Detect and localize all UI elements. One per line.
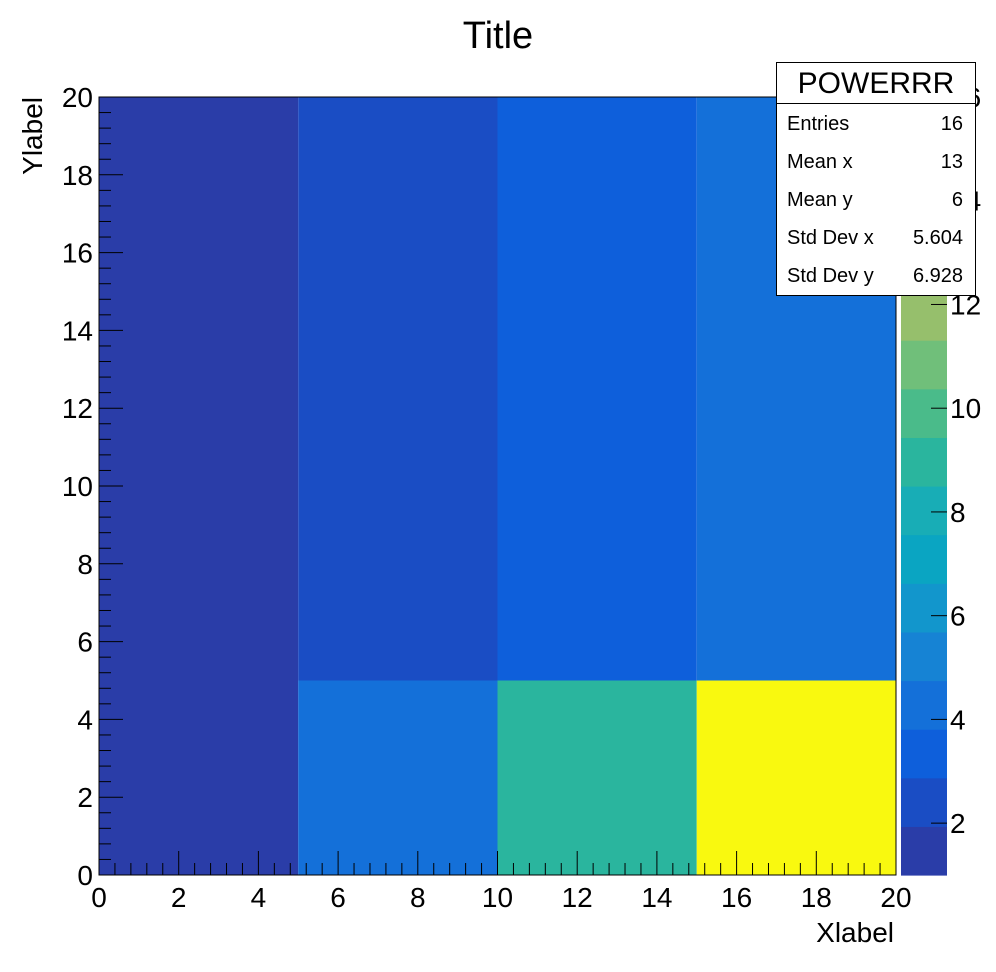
stats-value: 6.928 [912, 265, 963, 287]
color-scale-label: 4 [950, 704, 966, 735]
y-tick-label: 0 [77, 860, 93, 891]
y-axis-label: Ylabel [17, 97, 48, 175]
color-scale-band [901, 534, 947, 584]
stats-row-entries: Entries 16 [777, 104, 975, 142]
heatmap-cell [497, 97, 697, 681]
x-axis: 0 2 4 6 8 10 12 14 16 18 20 [91, 851, 912, 913]
x-tick-label: 20 [880, 882, 911, 913]
heatmap-cells [99, 97, 896, 875]
stats-value: 5.604 [912, 227, 963, 249]
color-scale-band [901, 826, 947, 876]
stats-value: 13 [940, 151, 963, 173]
stats-label: Std Dev x [787, 227, 874, 249]
stats-row-mean-x: Mean x 13 [777, 142, 975, 180]
color-scale-band [901, 291, 947, 341]
color-scale-label: 6 [950, 601, 966, 632]
y-tick-label: 6 [77, 627, 93, 658]
x-tick-label: 12 [562, 882, 593, 913]
y-tick-label: 14 [62, 315, 93, 346]
y-tick-label: 10 [62, 471, 93, 502]
color-scale-band [901, 437, 947, 487]
y-tick-label: 12 [62, 393, 93, 424]
color-scale-label: 2 [950, 808, 966, 839]
x-tick-label: 18 [801, 882, 832, 913]
stats-value: 16 [940, 113, 963, 135]
x-axis-label: Xlabel [816, 917, 894, 948]
color-scale-band [901, 583, 947, 633]
y-tick-label: 4 [77, 704, 93, 735]
color-scale-band [901, 631, 947, 682]
color-scale-band [901, 388, 947, 438]
x-tick-label: 4 [251, 882, 267, 913]
chart-title: Title [463, 15, 533, 57]
color-scale-band [901, 486, 947, 536]
heatmap-cell [298, 680, 498, 875]
stats-row-mean-y: Mean y 6 [777, 180, 975, 218]
y-tick-label: 18 [62, 160, 93, 191]
color-scale-band [901, 680, 947, 730]
y-tick-label: 8 [77, 549, 93, 580]
stats-label: Entries [787, 113, 850, 135]
heatmap-cell [497, 680, 697, 875]
heatmap-cell [696, 680, 896, 875]
color-scale-label: 10 [950, 393, 981, 424]
stats-label: Mean x [787, 151, 853, 173]
heatmap-cell [99, 97, 299, 875]
stats-row-std-dev-y: Std Dev y 6.928 [777, 256, 975, 294]
stats-label: Std Dev y [787, 265, 874, 287]
y-tick-label: 2 [77, 782, 93, 813]
x-tick-label: 0 [91, 882, 107, 913]
stats-label: Mean y [787, 189, 853, 211]
x-tick-label: 6 [330, 882, 346, 913]
stats-value: 6 [951, 189, 963, 211]
color-scale-band [901, 340, 947, 390]
x-tick-label: 10 [482, 882, 513, 913]
y-tick-label: 20 [62, 82, 93, 113]
x-tick-label: 14 [641, 882, 672, 913]
y-tick-label: 16 [62, 238, 93, 269]
x-tick-label: 2 [171, 882, 187, 913]
stats-box: POWERRR Entries 16 Mean x 13 Mean y 6 St… [776, 62, 976, 296]
stats-title: POWERRR [777, 63, 975, 104]
x-tick-label: 16 [721, 882, 752, 913]
heatmap-cell [298, 97, 498, 681]
x-tick-label: 8 [410, 882, 426, 913]
color-scale-band [901, 777, 947, 827]
color-scale-label: 8 [950, 497, 966, 528]
color-scale-band [901, 729, 947, 779]
stats-row-std-dev-x: Std Dev x 5.604 [777, 218, 975, 256]
y-axis: 0 2 4 6 8 10 12 14 16 18 20 [62, 82, 123, 891]
